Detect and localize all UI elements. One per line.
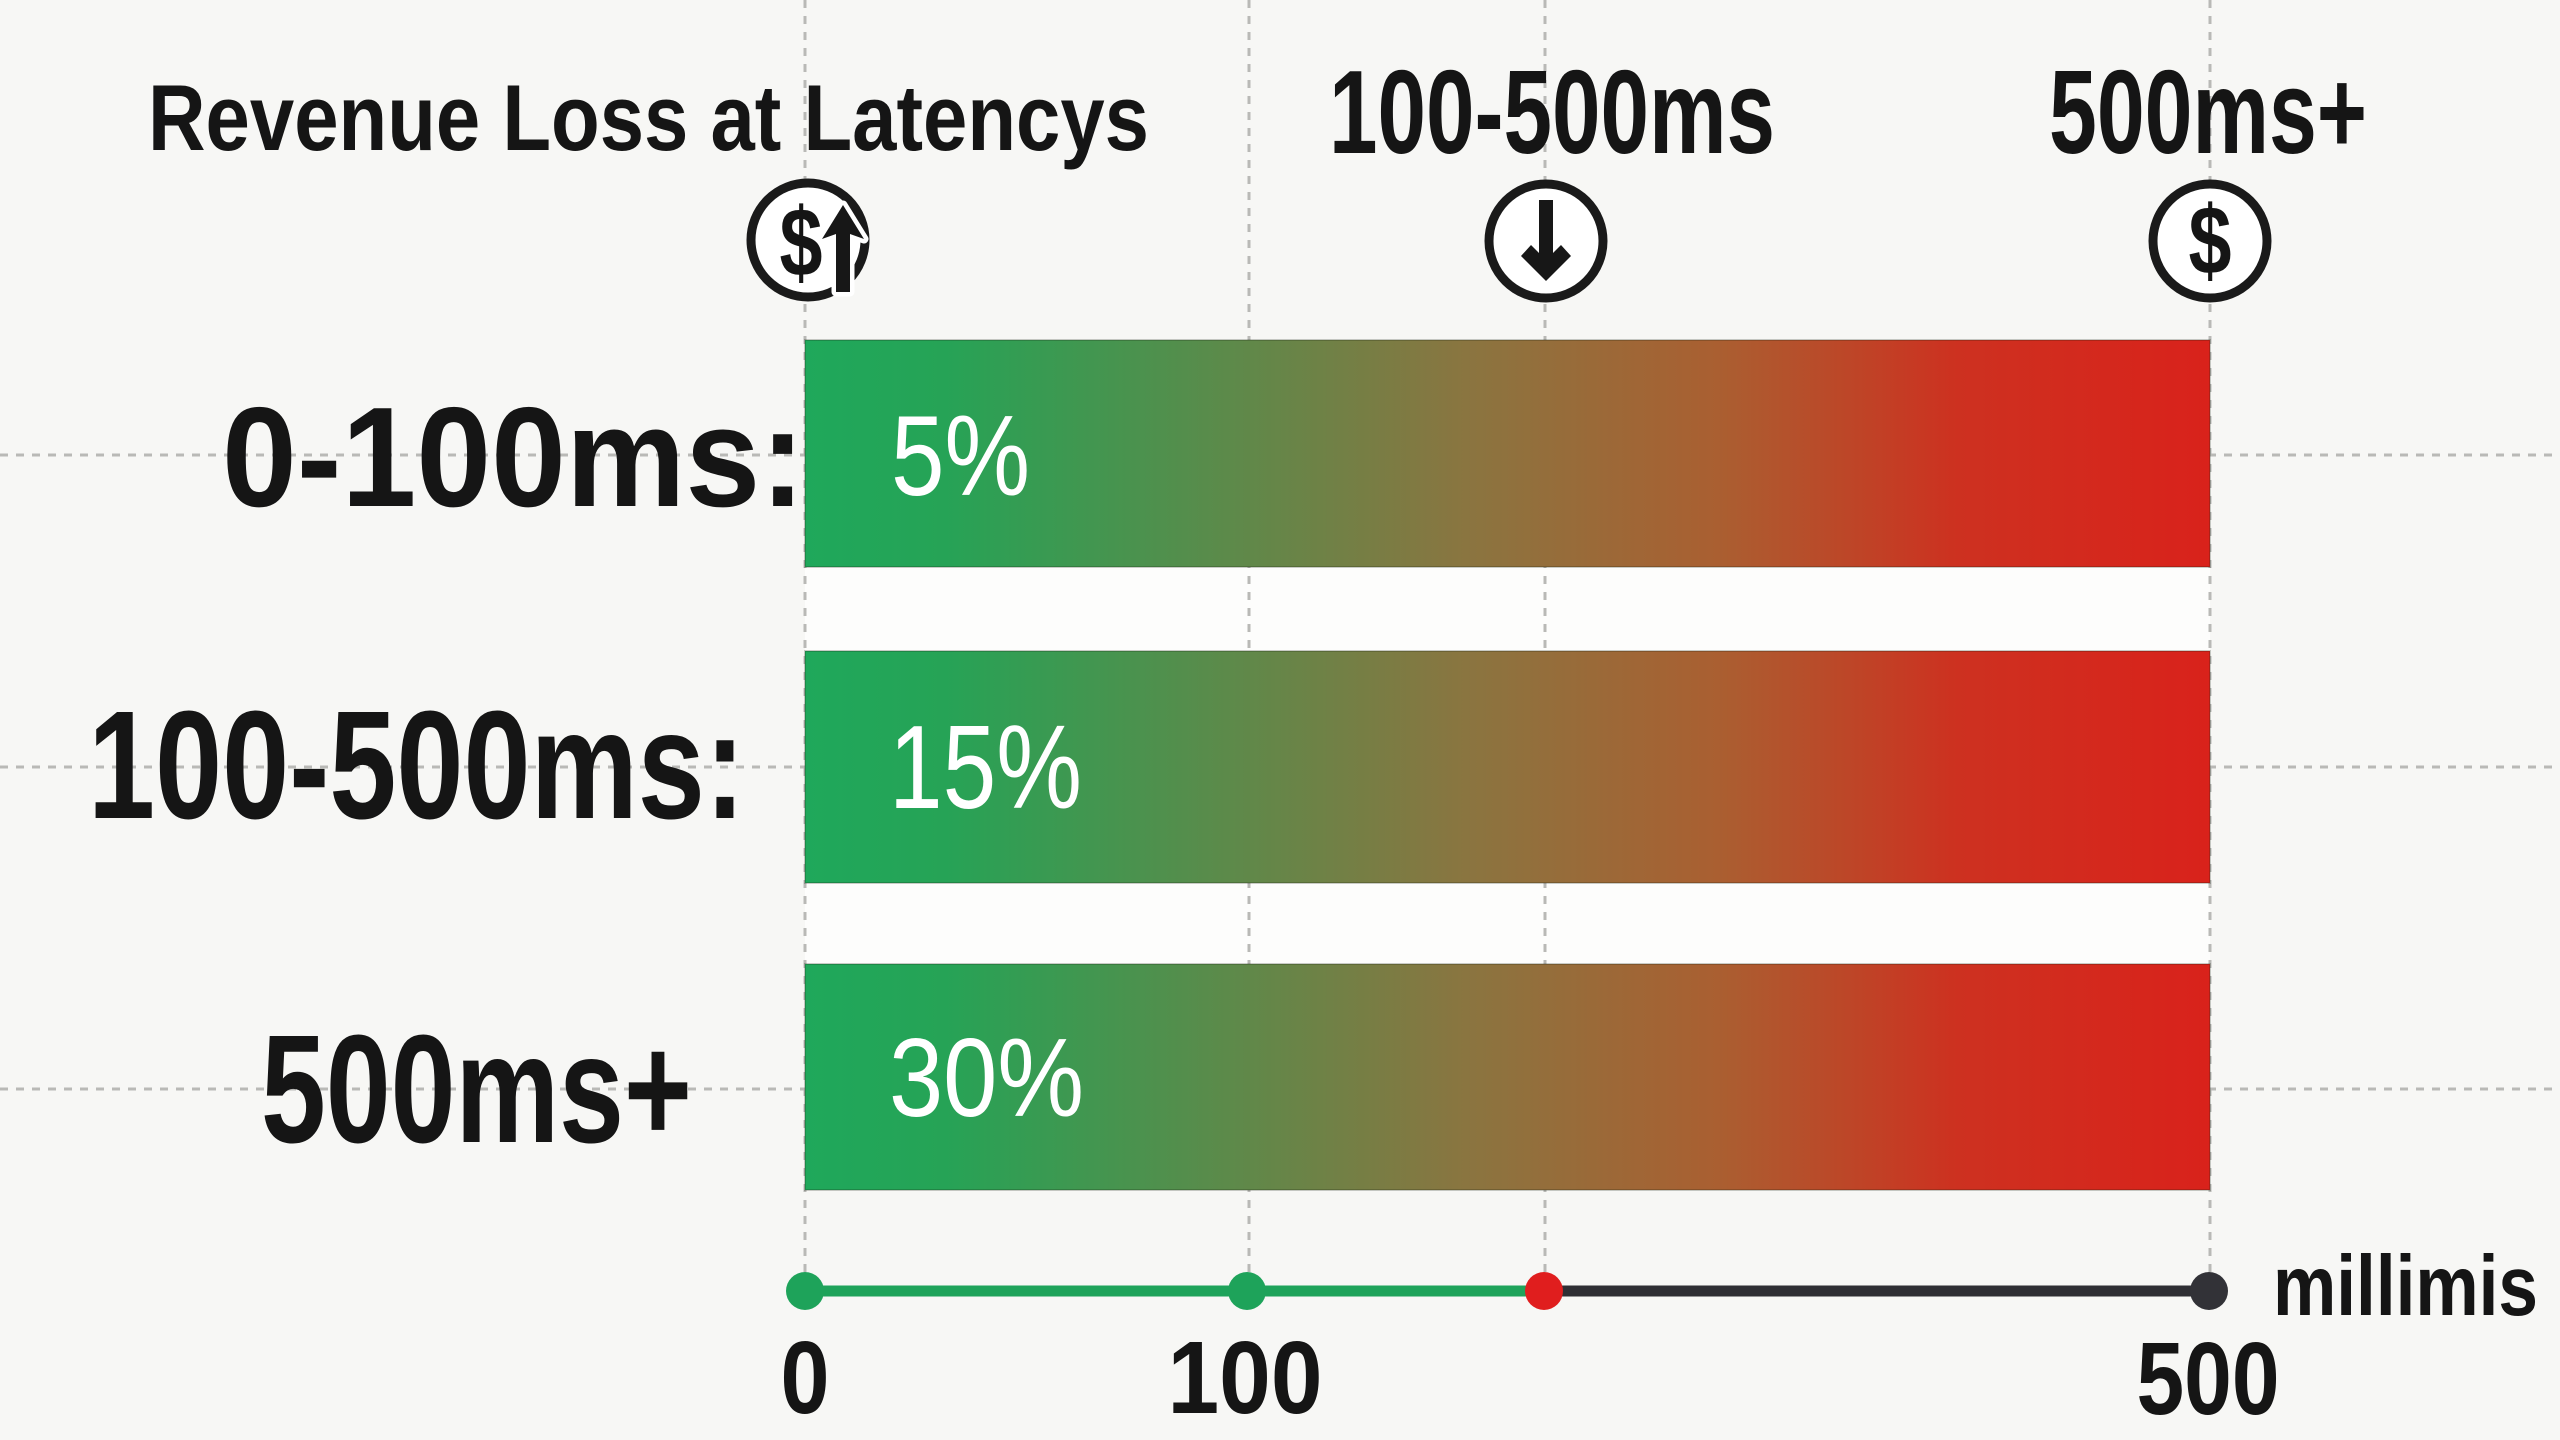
svg-text:30%: 30% — [889, 1016, 1084, 1140]
svg-text:100-500ms: 100-500ms — [1329, 46, 1775, 179]
svg-text:0: 0 — [781, 1320, 830, 1435]
svg-text:500ms+: 500ms+ — [2049, 46, 2367, 179]
svg-text:$: $ — [780, 188, 823, 297]
svg-text:15%: 15% — [889, 701, 1082, 834]
svg-text:500: 500 — [2137, 1321, 2280, 1436]
svg-text:5%: 5% — [891, 393, 1030, 520]
svg-text:Revenue Loss at Latencys: Revenue Loss at Latencys — [148, 65, 1149, 170]
svg-text:millimis: millimis — [2273, 1239, 2538, 1334]
svg-text:100: 100 — [1168, 1320, 1323, 1435]
svg-text:$: $ — [2189, 186, 2232, 295]
svg-text:100-500ms:: 100-500ms: — [88, 679, 745, 851]
svg-text:0-100ms:: 0-100ms: — [222, 378, 805, 537]
svg-text:500ms+: 500ms+ — [261, 1003, 692, 1175]
